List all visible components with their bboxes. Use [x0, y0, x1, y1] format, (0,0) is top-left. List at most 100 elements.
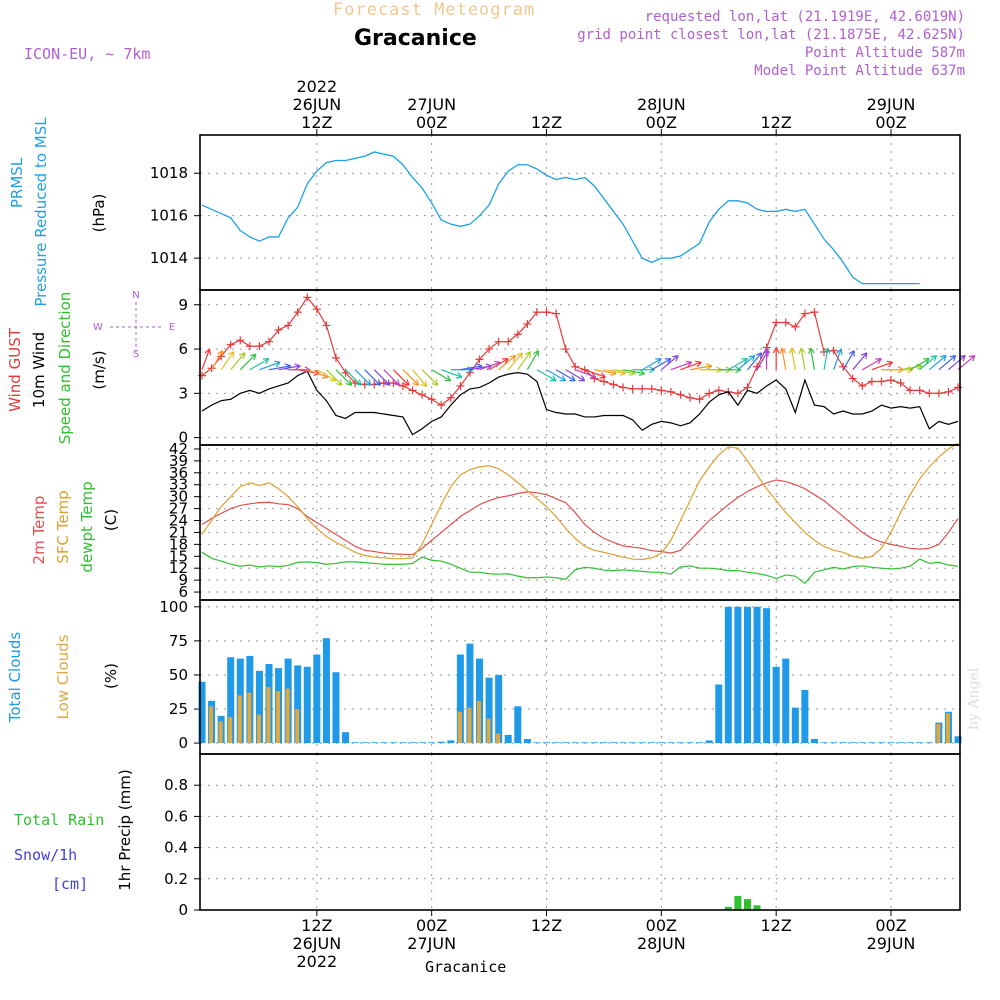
y-tick-label: 6 [178, 340, 188, 358]
wind-gust-point [255, 342, 264, 351]
wind-gust-point [523, 319, 532, 328]
point-altitude: Point Altitude 587m [804, 45, 965, 61]
location-title: Gracanice [354, 26, 477, 51]
y-tick-label: 1014 [150, 249, 188, 267]
y-tick-label: 12 [169, 559, 188, 577]
y-tick-label: 1016 [150, 207, 188, 225]
wind-arrow-head [672, 354, 679, 362]
y-tick-label: 24 [169, 512, 188, 530]
wind-arrow [833, 348, 842, 370]
wind-arrow-head [930, 354, 938, 362]
wind-gust-point [619, 383, 628, 392]
wind-arrow [278, 365, 301, 371]
wind-unit-label: (m/s) [90, 350, 108, 389]
wind-arrow-head [374, 379, 381, 386]
total-cloud-bar [877, 742, 885, 744]
wind-arrow [660, 355, 679, 371]
y-tick-label: 33 [169, 476, 188, 494]
wind-arrow-head [655, 358, 662, 365]
wind-gust-point [647, 384, 656, 393]
y-tick-label: 0.4 [164, 839, 188, 857]
wind-gust-point [245, 342, 254, 351]
y-tick-label: 18 [169, 535, 188, 553]
temp-2m-line [201, 479, 959, 556]
total-cloud-bar [543, 742, 551, 744]
forecast-meteogram-title: Forecast Meteogram [333, 0, 536, 20]
wind-arrow [737, 355, 756, 371]
wind-arrow-head [569, 375, 576, 382]
wind-arrow-head [516, 352, 523, 359]
wind-arrow-head [239, 352, 246, 359]
dewpt-temp-label: dewpt Temp [78, 481, 96, 572]
low-cloud-bar [209, 706, 214, 744]
total-cloud-bar [255, 670, 263, 744]
model-point-altitude: Model Point Altitude 637m [754, 63, 965, 79]
wind-arrow-head [559, 375, 567, 382]
wind-arrow-head [664, 358, 672, 365]
wind-gust-point [437, 401, 446, 410]
wind-gust-point [408, 386, 417, 395]
x-tick-label-top: 28JUN [637, 95, 686, 114]
total-cloud-bar [361, 742, 369, 744]
low-cloud-bar [467, 707, 472, 744]
wind-arrow [325, 369, 343, 386]
total-cloud-bar [791, 707, 799, 744]
y-tick-label: 25 [169, 700, 188, 718]
wind-gust-point [561, 345, 570, 354]
total-cloud-bar [495, 674, 503, 744]
sfc-temp-line [201, 442, 959, 561]
wind-arrow-head [532, 350, 539, 357]
wind-arrow-head [798, 347, 806, 354]
wind-gust-point [829, 346, 838, 355]
panel-frame [199, 444, 961, 601]
total-cloud-bar [696, 742, 704, 744]
wind-gust-point [389, 379, 398, 387]
wind-arrow [383, 369, 400, 386]
total-cloud-bar [399, 742, 407, 744]
low-cloud-bar [285, 688, 290, 744]
low-cloud-bar [276, 691, 281, 744]
wind-arrow-head [779, 347, 787, 354]
total-rain-label: Total Rain [14, 811, 104, 829]
wind-arrow [507, 352, 523, 371]
wind-arrow [268, 365, 291, 371]
wind-arrow-head [861, 352, 868, 359]
x-tick-label-top: 26JUN [292, 95, 341, 114]
total-cloud-bar [571, 742, 579, 744]
wind-gust-point [934, 389, 943, 398]
wind-arrow-head [262, 358, 270, 365]
total-cloud-bar [906, 742, 914, 744]
wind-gust-point [494, 337, 503, 346]
wind-gust-line [201, 296, 959, 406]
wind-arrow [565, 369, 585, 382]
low-cloud-bar [266, 687, 271, 744]
total-cloud-bar [389, 742, 397, 744]
model-label: ICON-EU, ~ 7km [24, 45, 151, 63]
total-cloud-bar [887, 742, 895, 744]
wind-gust-point [427, 395, 436, 404]
wind-arrow [622, 369, 645, 375]
wind-arrow [421, 369, 439, 386]
wind-gust-point [695, 395, 704, 404]
snow-label: Snow/1h [14, 846, 77, 864]
rain-bar [734, 895, 742, 910]
wind-arrow [460, 365, 483, 371]
total-cloud-bar [810, 739, 818, 744]
wind-gust-point [418, 390, 427, 399]
wind-arrow-head [923, 358, 930, 365]
wind-arrow [641, 358, 662, 371]
x-tick-label-bottom: 00Z [646, 916, 677, 935]
total-cloud-bar [514, 706, 522, 744]
wind-arrow-head [444, 375, 452, 382]
wind-arrow-head [524, 351, 532, 358]
wind-arrow [928, 355, 947, 371]
total-cloud-bar [954, 736, 962, 744]
wind-arrow [852, 352, 868, 371]
wind-arrow [211, 350, 224, 371]
total-cloud-bar [858, 742, 866, 744]
y-tick-label: 0 [178, 901, 188, 919]
y-tick-label: 50 [169, 666, 188, 684]
wind-arrow-head [455, 372, 463, 379]
total-cloud-bar [198, 681, 206, 744]
rain-bar [743, 899, 751, 910]
